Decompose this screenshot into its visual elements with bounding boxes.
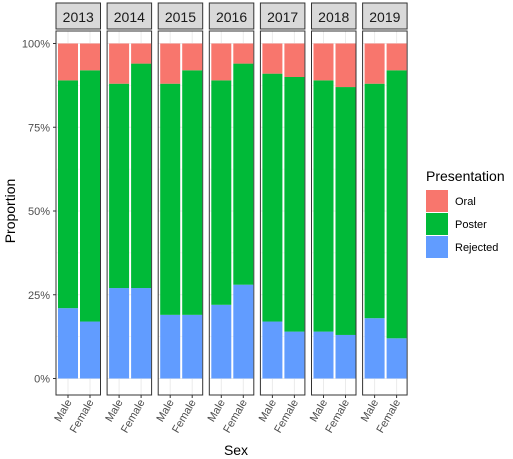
legend-key-oral	[426, 190, 448, 212]
panel-border-2019	[362, 30, 408, 396]
y-axis-title: Proportion	[2, 179, 18, 244]
bar-2017-male-oral	[262, 43, 283, 74]
bar-2015-female-oral	[182, 43, 203, 71]
bar-2019-female-oral	[386, 43, 407, 71]
bar-2017-female-rejected	[284, 331, 305, 379]
bar-2017-male-poster	[262, 73, 283, 322]
bar-2013-female-poster	[80, 70, 100, 322]
bar-2016-male-rejected	[211, 304, 232, 379]
legend-label-rejected: Rejected	[455, 242, 498, 254]
panel-border-2017	[259, 30, 306, 396]
facet-label-2017: 2017	[267, 9, 298, 25]
bar-2017-female-oral	[284, 43, 305, 77]
facet-strip-2013	[55, 2, 101, 30]
facet-strip-2019	[362, 2, 408, 30]
y-tick-label: 75%	[28, 122, 50, 134]
x-tick-label-male-2016: Male	[206, 398, 228, 425]
bar-2014-male-rejected	[109, 288, 130, 379]
facet-label-2014: 2014	[114, 9, 145, 25]
bar-2015-male-poster	[160, 83, 181, 315]
bar-2018-male-rejected	[313, 331, 334, 379]
facet-label-2013: 2013	[63, 9, 94, 25]
bar-2017-male-rejected	[262, 321, 283, 379]
facet-label-2019: 2019	[369, 9, 400, 25]
x-tick-label-male-2017: Male	[257, 398, 279, 425]
x-tick-label-male-2019: Male	[359, 398, 381, 425]
bar-2016-female-poster	[233, 63, 254, 285]
y-tick-label: 0%	[34, 374, 50, 386]
legend-label-oral: Oral	[455, 196, 476, 208]
legend-key-poster	[426, 213, 448, 235]
bar-2015-female-poster	[182, 70, 203, 315]
bar-2014-female-poster	[131, 63, 152, 289]
bar-2019-male-oral	[364, 43, 385, 84]
facet-strip-2018	[311, 2, 357, 30]
x-tick-label-male-2013: Male	[52, 398, 74, 425]
panel-border-2013	[55, 30, 101, 396]
bar-2018-female-rejected	[335, 334, 356, 379]
facet-strip-2016	[208, 2, 255, 30]
panel-border-2015	[157, 30, 204, 396]
x-axis-title: Sex	[224, 442, 248, 458]
bar-2013-female-oral	[80, 43, 100, 71]
bar-2015-male-rejected	[160, 314, 181, 379]
bar-2013-male-rejected	[58, 308, 78, 379]
bar-2019-female-rejected	[386, 338, 407, 379]
x-tick-label-male-2014: Male	[103, 398, 125, 425]
bar-2013-female-rejected	[80, 321, 100, 379]
x-tick-label-male-2015: Male	[154, 398, 176, 425]
facet-strip-2015	[157, 2, 204, 30]
bar-2014-male-poster	[109, 83, 130, 289]
bar-2013-male-poster	[58, 80, 78, 309]
bar-2016-male-poster	[211, 80, 232, 305]
bar-2018-female-oral	[335, 43, 356, 88]
facet-label-2015: 2015	[165, 9, 196, 25]
bar-2014-female-oral	[131, 43, 152, 64]
legend-label-poster: Poster	[455, 219, 487, 231]
bar-2016-female-rejected	[233, 284, 254, 379]
bar-2018-female-poster	[335, 87, 356, 335]
bar-2013-male-oral	[58, 43, 78, 81]
bar-2016-male-oral	[211, 43, 232, 81]
legend: Presentation Oral Poster Rejected	[426, 168, 505, 258]
bar-2018-male-poster	[313, 80, 334, 332]
facet-strip-2017	[259, 2, 306, 30]
bar-2019-male-poster	[364, 83, 385, 319]
panel-border-2018	[311, 30, 357, 396]
bar-2014-male-oral	[109, 43, 130, 84]
bar-2017-female-poster	[284, 77, 305, 332]
facet-strips: 2013 2014 2015 2016 2017 2018 2019	[55, 2, 408, 30]
y-axis: 0% 25% 50% 75% 100%	[22, 39, 56, 386]
bar-2015-male-oral	[160, 43, 181, 84]
bar-2018-male-oral	[313, 43, 334, 81]
y-tick-label: 50%	[28, 206, 50, 218]
y-tick-label: 100%	[22, 39, 50, 51]
x-tick-label-male-2018: Male	[308, 398, 330, 425]
facet-label-2016: 2016	[216, 9, 247, 25]
panel-border-2014	[106, 30, 153, 396]
bars	[58, 43, 407, 379]
bar-2019-female-poster	[386, 70, 407, 339]
legend-key-rejected	[426, 236, 448, 258]
bar-2015-female-rejected	[182, 314, 203, 379]
panel-border-2016	[208, 30, 255, 396]
facet-label-2018: 2018	[318, 9, 349, 25]
facet-strip-2014	[106, 2, 153, 30]
bar-2019-male-rejected	[364, 318, 385, 379]
legend-title: Presentation	[426, 168, 505, 184]
y-tick-label: 25%	[28, 290, 50, 302]
bar-2014-female-rejected	[131, 288, 152, 379]
bar-2016-female-oral	[233, 43, 254, 64]
